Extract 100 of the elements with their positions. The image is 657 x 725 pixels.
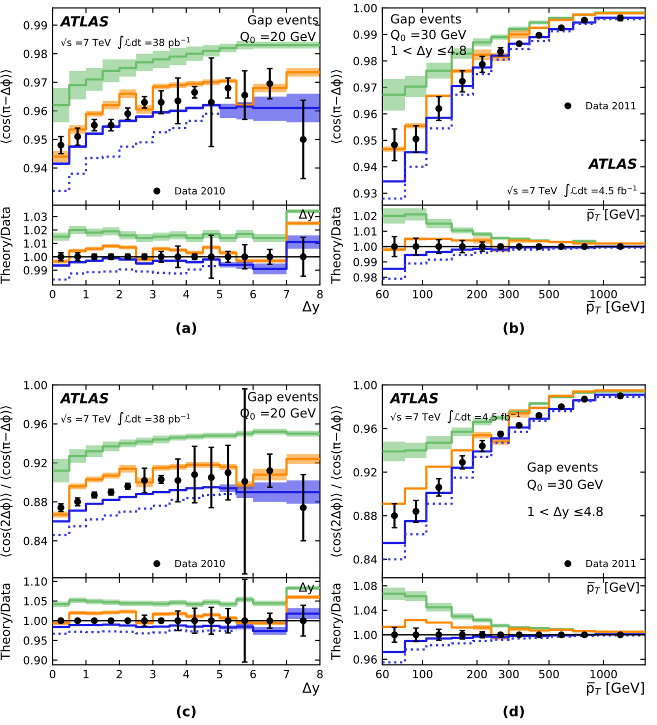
annotation: √s =7 TeV ∫ℒdt =38 pb$^{−1}$	[60, 412, 190, 426]
x-tick-label: 500	[539, 670, 559, 678]
annotation: ATLAS	[60, 16, 108, 27]
x-tick-label: 8	[317, 670, 323, 678]
text: (a)	[176, 322, 196, 335]
annotation: ATLAS	[389, 392, 438, 404]
y-tick-label: 0.94	[354, 162, 377, 172]
annotation: ATLAS	[60, 392, 108, 404]
annotation: Gap events	[248, 15, 318, 27]
annotation: Δy	[298, 210, 314, 222]
y-tick-label: 0.99	[24, 266, 47, 275]
annotation: 1 < Δy ≤4.8	[392, 46, 466, 58]
x-tick-label: 5	[217, 670, 222, 678]
y-tick-label: 0.96	[24, 106, 47, 116]
y-axis-title: ⟨cos(π−Δϕ)⟩	[330, 70, 343, 144]
legend-label: Data 2011	[586, 102, 636, 110]
y-tick-label: 1.03	[24, 212, 47, 221]
y-tick-label: 0.96	[354, 424, 377, 433]
x-tick-label: 6	[250, 670, 256, 678]
annotation: Gap events	[528, 462, 598, 474]
annotation: Gap events	[390, 14, 462, 26]
x-tick-label: 1000	[590, 290, 617, 298]
x-tick-label: 200	[467, 670, 487, 678]
y-tick-label: 0.92	[24, 458, 47, 468]
y-tick-label: 0.99	[354, 258, 377, 266]
annotation: ATLAS	[588, 158, 637, 169]
x-tick-label: 1	[84, 670, 88, 678]
x-tick-label: 0	[50, 290, 56, 298]
y-tick-label: 0.96	[354, 655, 377, 664]
legend-label: Data 2010	[175, 560, 225, 568]
y-tick-label: 0.94	[24, 164, 48, 172]
x-axis-title: p̅$_{T}$ [GeV]	[586, 300, 644, 314]
x-tick-label: 4	[183, 670, 190, 678]
y-axis-title: ⟨cos(2Δϕ)⟩ / ⟨cos(π−Δϕ)⟩	[330, 406, 343, 557]
y-tick-label: 1.04	[354, 606, 377, 615]
annotation: Q$_{0}$ =30 GeV	[528, 480, 603, 492]
y-axis-title: Theory/Data	[0, 584, 12, 660]
annotation: Δy	[298, 582, 314, 594]
x-tick-label: 60	[376, 670, 389, 678]
x-tick-label: 300	[499, 290, 519, 298]
y-tick-label: 0.84	[354, 555, 377, 564]
y-tick-label: 0.92	[354, 468, 376, 477]
text: (b)	[504, 322, 524, 335]
y-tick-label: 0.97	[24, 78, 47, 87]
annotation: Q$_{0}$ =30 GeV	[390, 30, 466, 42]
x-tick-label: 1000	[590, 670, 617, 678]
y-tick-label: 0.95	[354, 136, 377, 145]
annotation: Q$_{0}$ =20 GeV	[240, 32, 316, 44]
x-tick-label: 1	[84, 290, 88, 298]
x-tick-label: 7	[284, 670, 290, 678]
x-tick-label: 6	[250, 290, 256, 298]
x-tick-label: 2	[116, 670, 122, 678]
annotation: √s =7 TeV ∫ℒdt =38 pb$^{−1}$	[60, 36, 190, 49]
y-axis-title: Theory/Data	[330, 207, 343, 284]
x-axis-title: Δy	[302, 682, 320, 696]
y-tick-label: 0.99	[354, 30, 377, 39]
y-tick-label: 0.84	[24, 536, 48, 546]
y-tick-label: 1.00	[354, 380, 377, 390]
y-tick-label: 1.00	[24, 380, 47, 390]
y-tick-label: 1.00	[354, 242, 377, 251]
y-tick-label: 1.01	[354, 227, 376, 236]
x-tick-label: 100	[413, 670, 432, 678]
y-tick-label: 1.02	[354, 212, 376, 220]
x-tick-label: 2	[116, 290, 122, 298]
y-tick-label: 0.98	[24, 50, 47, 58]
y-axis-title: ⟨cos(π−Δϕ)⟩	[0, 70, 12, 144]
y-axis-title: ⟨cos(2Δϕ)⟩ / ⟨cos(π−Δϕ)⟩	[0, 406, 12, 557]
y-tick-label: 1.01	[24, 239, 47, 248]
x-tick-label: 60	[376, 290, 389, 298]
annotation: p̅$_{T}$ [GeV]	[588, 582, 639, 594]
y-tick-label: 0.88	[354, 512, 377, 520]
y-tick-label: 0.90	[24, 656, 47, 664]
y-tick-label: 1.05	[24, 597, 47, 606]
x-tick-label: 5	[217, 290, 222, 298]
y-tick-label: 1.00	[24, 616, 47, 626]
x-tick-label: 100	[413, 290, 432, 298]
y-tick-label: 0.96	[24, 420, 47, 428]
y-axis-title: Theory/Data	[0, 207, 12, 284]
y-tick-label: 1.00	[24, 252, 47, 262]
x-tick-label: 0	[50, 670, 56, 678]
x-axis-title: p̅$_{T}$ [GeV]	[586, 682, 644, 696]
annotation: p̅$_{T}$ [GeV]	[588, 209, 639, 222]
y-tick-label: 1.00	[354, 4, 377, 12]
legend-label: Data 2011	[586, 560, 636, 568]
x-tick-label: 7	[284, 290, 290, 298]
x-axis-title: Δy	[302, 301, 320, 314]
y-tick-label: 1.02	[24, 226, 47, 234]
x-tick-label: 3	[150, 290, 156, 298]
x-tick-label: 300	[499, 670, 519, 678]
annotation: 1 < Δy ≤4.8	[528, 506, 603, 519]
annotation: √s =7 TeV ∫ℒdt =4.5 fb$^{−1}$	[507, 184, 636, 198]
y-tick-label: 1.08	[354, 582, 377, 590]
y-tick-label: 0.99	[24, 21, 47, 30]
x-tick-label: 4	[183, 290, 190, 298]
y-tick-label: 0.95	[24, 135, 47, 144]
y-tick-label: 0.93	[354, 189, 377, 198]
y-tick-label: 0.96	[354, 110, 377, 118]
annotation: Gap events	[248, 392, 318, 404]
legend-label: Data 2010	[175, 187, 225, 195]
text: (c)	[176, 706, 196, 718]
